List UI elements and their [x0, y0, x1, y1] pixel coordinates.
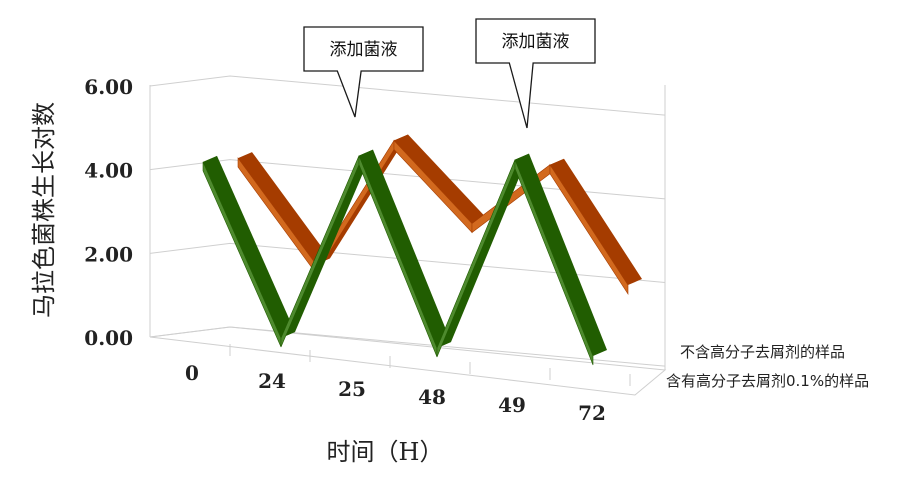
gridline	[149, 75, 666, 116]
callouts: 添加菌液 添加菌液	[303, 18, 596, 129]
series-label: 含有高分子去屑剂0.1%的样品	[666, 372, 869, 390]
y-tick-labels: 0.00 2.00 4.00 6.00	[84, 75, 133, 350]
x-tick-label: 0	[185, 361, 199, 385]
x-tick-label: 25	[338, 377, 366, 401]
x-tick-label: 49	[498, 393, 526, 417]
floor-plane	[149, 85, 667, 396]
callout-text: 添加菌液	[502, 32, 570, 52]
series-no-agent-segment-top	[394, 134, 486, 224]
callout-box	[475, 18, 596, 129]
series-no-agent-segment	[549, 163, 629, 296]
series-back-ribbon	[237, 134, 642, 296]
series-no-agent-segment-top	[550, 158, 642, 286]
x-axis-title: 时间（H）	[327, 438, 444, 466]
x-tick-labels: 0 24 25 48 49 72	[185, 344, 631, 425]
series-no-agent-segment	[393, 139, 473, 234]
callout-box	[303, 26, 424, 118]
y-tick-label: 4.00	[84, 159, 133, 183]
y-tick-label: 2.00	[84, 242, 133, 266]
gridline	[149, 159, 666, 200]
gridline	[149, 242, 666, 283]
series-with-agent-segment	[280, 155, 360, 348]
x-tick-label: 24	[258, 369, 286, 393]
y-tick-label: 0.00	[84, 326, 133, 350]
series-no-agent-segment-top	[238, 152, 330, 265]
callout-text: 添加菌液	[330, 40, 398, 60]
x-tick-label: 48	[418, 385, 446, 409]
x-tick-label: 72	[578, 401, 606, 425]
y-axis-title: 马拉色菌株生长对数	[30, 102, 58, 318]
series-with-agent-segment-top	[515, 153, 607, 356]
series-with-agent-segment	[514, 159, 594, 366]
y-tick-label: 6.00	[84, 75, 133, 99]
series-front-ribbon	[202, 149, 607, 366]
series-with-agent-segment-top	[359, 149, 451, 348]
series-label: 不含高分子去屑剂的样品	[680, 343, 845, 361]
series-with-agent-segment-top	[203, 155, 295, 338]
